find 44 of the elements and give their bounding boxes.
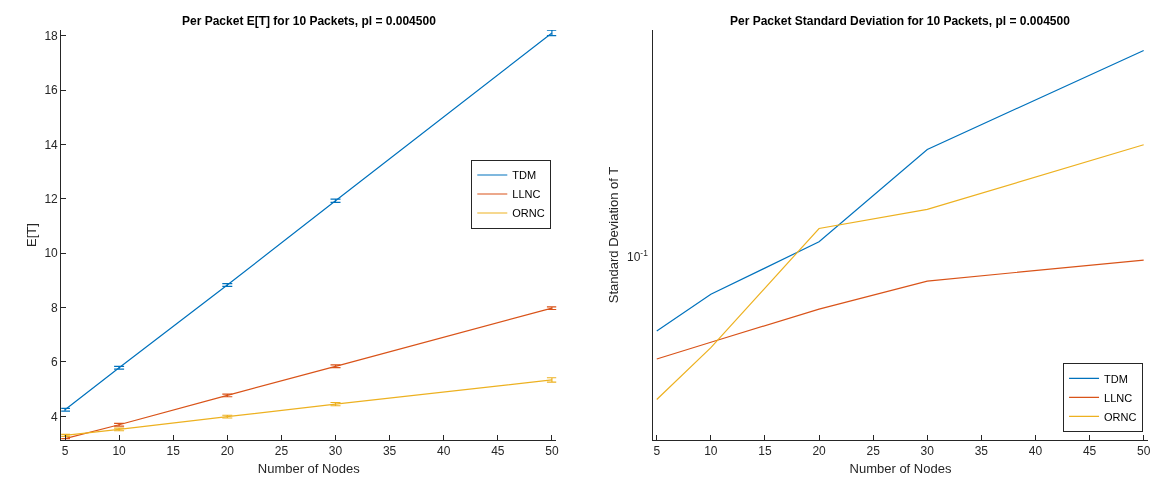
y-axis-title: E[T] — [24, 223, 40, 247]
legend-label: TDM — [512, 169, 537, 182]
x-tick-label: 40 — [437, 444, 451, 459]
y-tick-label: 8 — [51, 300, 59, 315]
x-tick-label: 15 — [166, 444, 181, 459]
chart-title: Per Packet E[T] for 10 Packets, pl = 0.004500 — [182, 14, 437, 28]
x-tick-label: 50 — [545, 444, 559, 459]
x-tick-label: 25 — [274, 444, 289, 459]
y-tick-label: 14 — [44, 137, 59, 152]
y-tick-label: 4 — [51, 409, 59, 424]
text: 10$^{-1}$ — [627, 248, 649, 265]
x-tick-label: 15 — [758, 444, 772, 459]
x-tick-label: 10 — [704, 444, 718, 459]
x-tick-label: 35 — [974, 444, 989, 459]
x-tick-label: 45 — [1082, 444, 1097, 459]
x-tick-label: 25 — [866, 444, 881, 459]
legend-label: TDM — [1104, 372, 1128, 385]
x-tick-label: 30 — [328, 444, 343, 459]
y-axis-title: Standard Deviation of T — [605, 166, 621, 304]
line-series — [64, 379, 553, 436]
x-tick-label: 10 — [112, 444, 127, 459]
y-tick-label: 12 — [44, 192, 59, 207]
legend-label: LLNC — [1104, 391, 1133, 404]
line-series — [64, 307, 553, 440]
line-series — [64, 32, 553, 411]
chart-title: Per Packet Standard Deviation for 10 Packets, pl = 0.004500 — [730, 14, 1071, 28]
x-tick-label: 5 — [653, 444, 661, 459]
y-tick-label: 6 — [51, 355, 59, 370]
y-tick-label: 18 — [44, 28, 59, 43]
legend-label: ORNC — [1104, 410, 1137, 423]
x-tick-label: 35 — [382, 444, 397, 459]
x-tick-label: 20 — [220, 444, 235, 459]
x-tick-label: 5 — [61, 444, 69, 459]
x-tick-label: 50 — [1136, 444, 1151, 459]
x-tick-label: 30 — [920, 444, 935, 459]
y-tick-label: 10 — [44, 246, 59, 261]
x-axis-title: Number of Nodes — [257, 461, 361, 476]
x-tick-label: 45 — [491, 444, 505, 459]
x-tick-label: 20 — [812, 444, 827, 459]
legend-label: LLNC — [512, 188, 541, 201]
x-tick-label: 40 — [1028, 444, 1043, 459]
legend-label: ORNC — [512, 207, 545, 220]
y-tick-label: 16 — [44, 83, 59, 98]
x-axis-title: Number of Nodes — [849, 461, 952, 476]
